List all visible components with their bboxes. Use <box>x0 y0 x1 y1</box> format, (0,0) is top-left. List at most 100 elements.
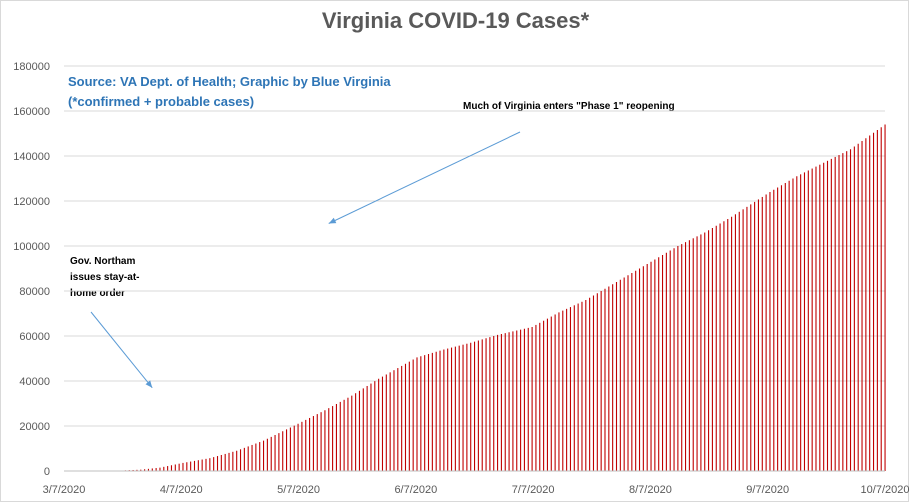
bar <box>193 460 196 472</box>
bar <box>585 300 587 471</box>
bar <box>255 443 257 471</box>
source-line-2: (*confirmed + probable cases) <box>68 94 255 109</box>
bar <box>635 270 637 471</box>
bar <box>661 255 664 471</box>
bar <box>546 318 548 471</box>
bar <box>815 166 817 472</box>
bar <box>731 216 733 471</box>
bar <box>876 130 878 471</box>
bar <box>309 417 311 471</box>
bar <box>638 268 641 471</box>
bar <box>312 416 314 471</box>
bar <box>738 211 740 472</box>
annotation-arrow-head <box>145 380 153 388</box>
bar <box>631 273 633 471</box>
bar <box>332 406 334 471</box>
bar <box>665 252 667 471</box>
bar <box>320 412 322 471</box>
bar <box>688 240 690 471</box>
bar <box>823 162 825 471</box>
bar <box>335 403 337 471</box>
bar <box>558 312 560 472</box>
bar <box>205 458 207 471</box>
bar <box>734 214 736 471</box>
bar <box>566 308 568 471</box>
bar <box>777 187 779 471</box>
bar <box>826 160 829 471</box>
bar <box>251 444 253 471</box>
bar <box>393 370 395 471</box>
bar <box>596 293 598 471</box>
x-tick-label: 3/7/2020 <box>43 484 86 496</box>
bar <box>489 337 491 472</box>
bar <box>554 314 556 471</box>
bar <box>378 378 380 471</box>
bar <box>719 223 721 471</box>
bar <box>830 158 832 471</box>
annotation-arrows <box>90 131 521 389</box>
annotation-arrow-line <box>328 131 521 224</box>
bar <box>838 155 840 472</box>
bar <box>493 336 495 471</box>
bar <box>201 459 203 471</box>
bar <box>819 164 821 471</box>
bar <box>796 176 798 471</box>
bar <box>562 310 564 471</box>
bar <box>853 146 855 471</box>
bar <box>792 178 794 471</box>
bar <box>481 339 483 472</box>
bar <box>236 450 238 471</box>
bar <box>861 141 863 471</box>
bar <box>604 288 606 471</box>
bar <box>470 342 472 471</box>
bar <box>401 365 403 471</box>
bar <box>339 401 341 471</box>
bar <box>351 395 353 472</box>
bar <box>623 277 625 471</box>
x-tick-label: 6/7/2020 <box>394 484 437 496</box>
bar <box>742 209 744 471</box>
x-tick-label: 4/7/2020 <box>160 484 203 496</box>
bar-series <box>67 124 886 472</box>
bar <box>627 275 629 471</box>
bar <box>140 469 142 471</box>
bar <box>761 196 763 471</box>
bar <box>216 456 219 471</box>
bar <box>773 189 775 471</box>
bar <box>159 467 161 472</box>
bar <box>186 462 188 471</box>
bar <box>447 348 449 471</box>
bar <box>857 143 859 471</box>
bar <box>439 350 441 472</box>
bar <box>650 261 652 471</box>
y-tick-label: 60000 <box>19 331 50 343</box>
bar <box>527 327 529 472</box>
bar <box>592 295 595 471</box>
x-tick-label: 9/7/2020 <box>746 484 789 496</box>
bar <box>270 436 272 472</box>
bar <box>412 359 414 471</box>
bar <box>263 440 265 472</box>
axes: 0 20000 40000 60000 80000 100000 120000 140000 1… <box>13 61 909 496</box>
bar <box>301 421 303 471</box>
y-tick-label: 180000 <box>13 61 50 73</box>
bar <box>450 347 453 471</box>
bar <box>535 324 537 471</box>
bar <box>347 397 349 471</box>
bar <box>324 410 326 471</box>
bar <box>155 468 157 471</box>
chart-title: Virginia COVID-19 Cases* <box>321 8 590 33</box>
bar <box>577 303 579 471</box>
bar <box>872 132 875 471</box>
bar <box>485 338 487 471</box>
bar <box>746 206 748 471</box>
bar <box>385 374 387 471</box>
source-note: Source: VA Dept. of Health; Graphic by B… <box>68 72 391 112</box>
bar <box>132 469 134 471</box>
bar <box>174 464 176 471</box>
y-tick-label: 80000 <box>19 286 50 298</box>
bar <box>228 452 230 471</box>
bar <box>167 466 169 471</box>
bar <box>289 427 291 471</box>
